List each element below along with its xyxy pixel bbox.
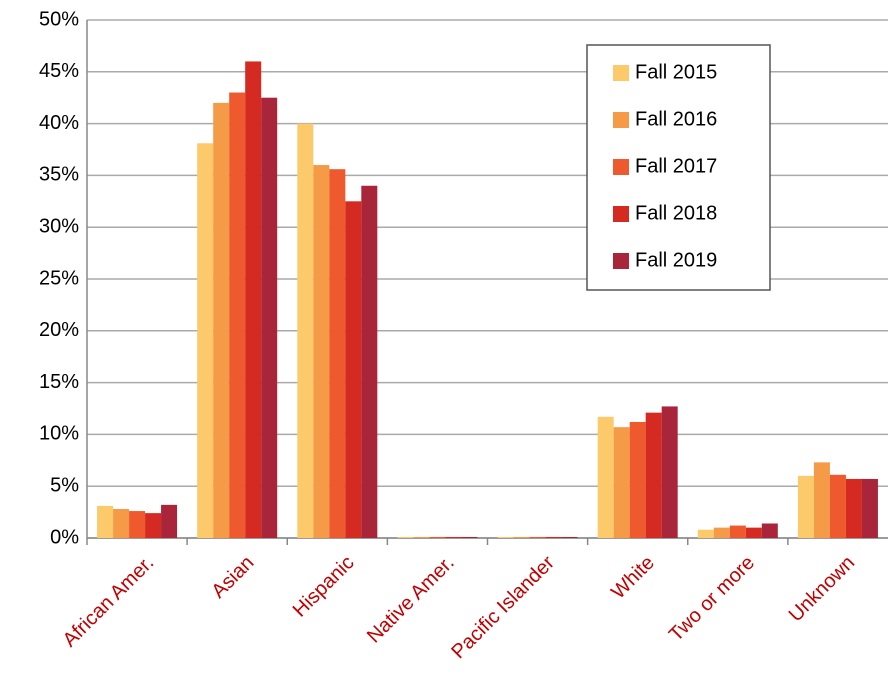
x-tick-label: Unknown (785, 552, 860, 627)
bar (297, 123, 314, 538)
bar (129, 511, 146, 538)
bar (761, 523, 778, 538)
bar (229, 92, 246, 539)
bar (597, 416, 614, 538)
x-tick-label: Hispanic (289, 552, 359, 622)
bar (697, 529, 714, 538)
bar (145, 513, 162, 538)
bar (629, 421, 646, 538)
bar (861, 478, 878, 538)
x-tick-label: White (607, 552, 659, 604)
bar (729, 525, 746, 538)
bar (797, 475, 814, 538)
bar (545, 536, 562, 538)
bar (97, 505, 114, 538)
bar (329, 169, 346, 538)
x-tick-label: Asian (208, 552, 259, 603)
bar (461, 536, 478, 538)
bar (361, 185, 378, 538)
y-tick-label: 15% (39, 371, 79, 393)
x-tick-label: Native Amer. (363, 552, 459, 648)
bar (829, 474, 846, 538)
bar (713, 527, 730, 538)
y-tick-label: 20% (39, 319, 79, 341)
bar (245, 61, 262, 538)
bar (397, 536, 414, 538)
bar (845, 478, 862, 538)
legend-swatch (613, 65, 629, 81)
bar (513, 536, 530, 538)
bar (261, 97, 278, 538)
y-tick-label: 25% (39, 267, 79, 289)
bar (345, 201, 362, 539)
bar (161, 504, 178, 538)
legend-swatch (613, 253, 629, 269)
legend-swatch (613, 159, 629, 175)
bar (313, 165, 330, 539)
legend-label: Fall 2016 (635, 108, 717, 130)
y-tick-label: 10% (39, 423, 79, 445)
y-tick-label: 40% (39, 112, 79, 134)
bar (429, 536, 446, 538)
legend-swatch (613, 206, 629, 222)
bar (661, 406, 678, 538)
y-tick-label: 45% (39, 60, 79, 82)
legend-label: Fall 2018 (635, 202, 717, 224)
bar (445, 536, 462, 538)
bar (613, 427, 630, 538)
legend-swatch (613, 112, 629, 128)
bar (645, 412, 662, 538)
x-tick-label: African Amer. (59, 552, 159, 652)
bar (413, 536, 430, 538)
bar (745, 527, 762, 538)
y-tick-label: 50% (39, 8, 79, 30)
x-tick-label: Two or more (665, 552, 759, 646)
legend-label: Fall 2015 (635, 61, 717, 83)
bar (197, 143, 214, 538)
legend-label: Fall 2019 (635, 249, 717, 271)
bar (529, 536, 546, 538)
y-tick-label: 30% (39, 215, 79, 237)
bar (813, 462, 830, 538)
y-tick-label: 0% (50, 526, 79, 548)
y-tick-label: 35% (39, 164, 79, 186)
x-tick-label: Pacific Islander (447, 551, 559, 663)
bar (113, 508, 130, 538)
bar (497, 536, 514, 538)
bar (213, 102, 230, 538)
legend-label: Fall 2017 (635, 155, 717, 177)
bar (561, 536, 578, 538)
y-tick-label: 5% (50, 474, 79, 496)
